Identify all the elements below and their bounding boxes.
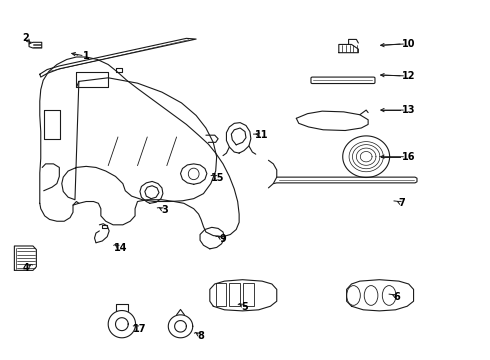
Text: 14: 14: [114, 243, 127, 253]
Bar: [229, 283, 240, 306]
Text: 9: 9: [220, 234, 226, 244]
Text: 13: 13: [402, 105, 416, 115]
Text: 10: 10: [402, 39, 416, 49]
Text: 15: 15: [211, 173, 225, 183]
Text: 6: 6: [393, 292, 400, 302]
Text: 12: 12: [402, 71, 416, 81]
Text: 7: 7: [398, 198, 405, 208]
Bar: [216, 283, 226, 306]
Text: 16: 16: [402, 152, 416, 162]
Text: 11: 11: [255, 130, 269, 140]
Text: 17: 17: [133, 324, 147, 334]
Text: 4: 4: [23, 263, 29, 273]
Text: 8: 8: [197, 331, 204, 341]
Text: 2: 2: [23, 33, 29, 43]
Bar: [243, 283, 254, 306]
Text: 3: 3: [161, 206, 168, 216]
Text: 1: 1: [83, 51, 90, 61]
Text: 5: 5: [242, 302, 248, 312]
